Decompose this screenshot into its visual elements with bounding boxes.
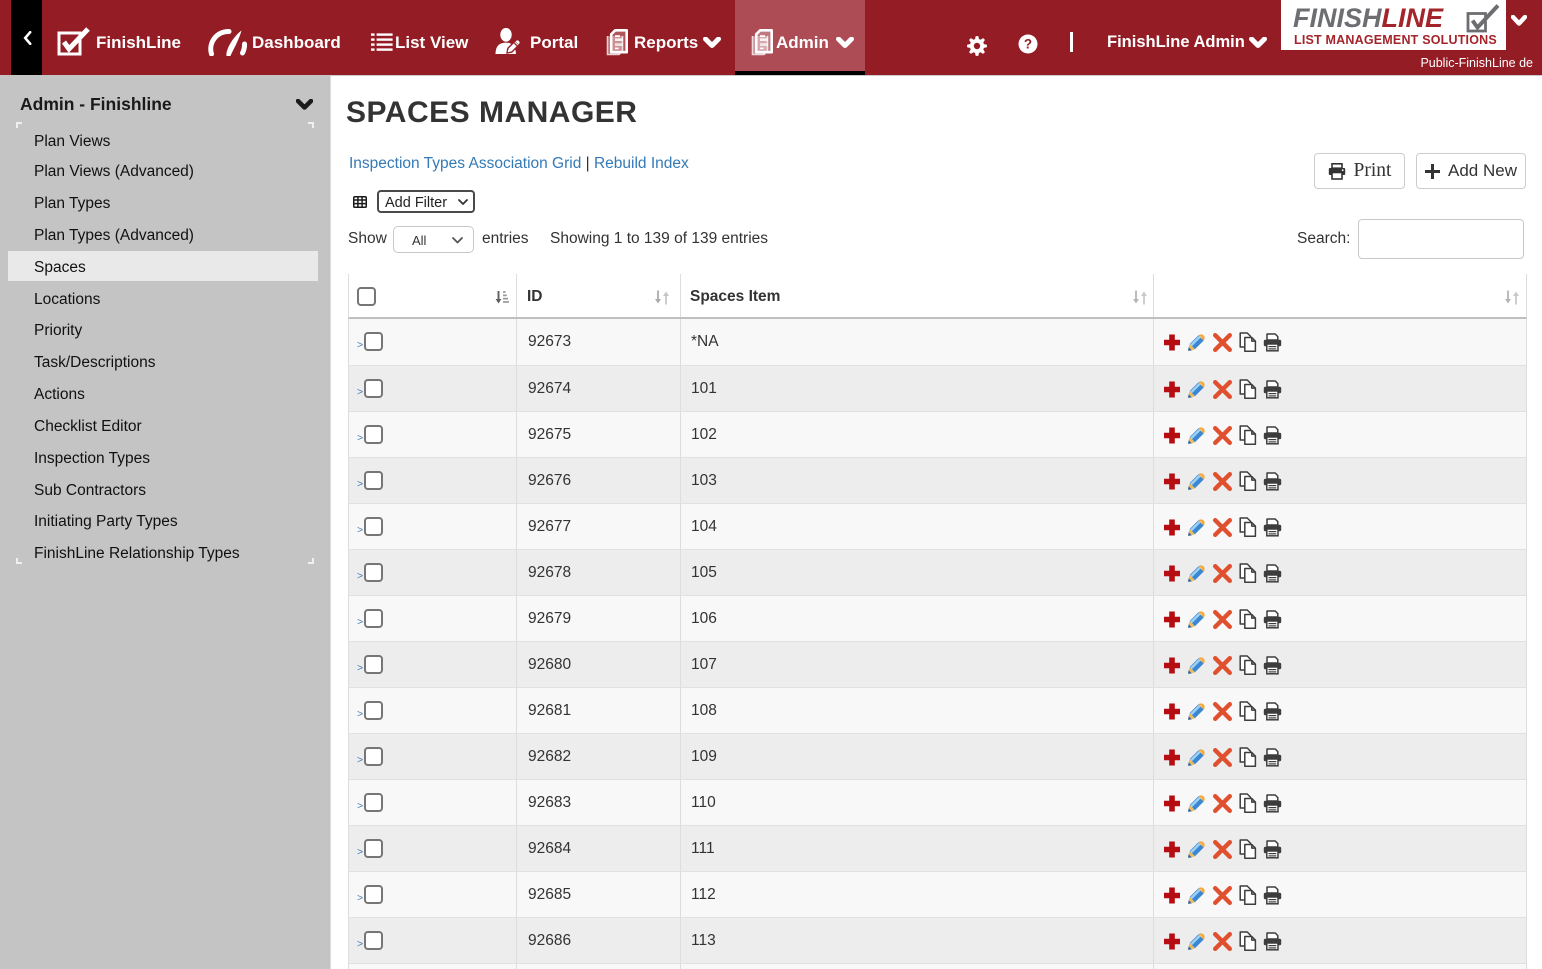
svg-text:?: ? xyxy=(1024,37,1032,52)
